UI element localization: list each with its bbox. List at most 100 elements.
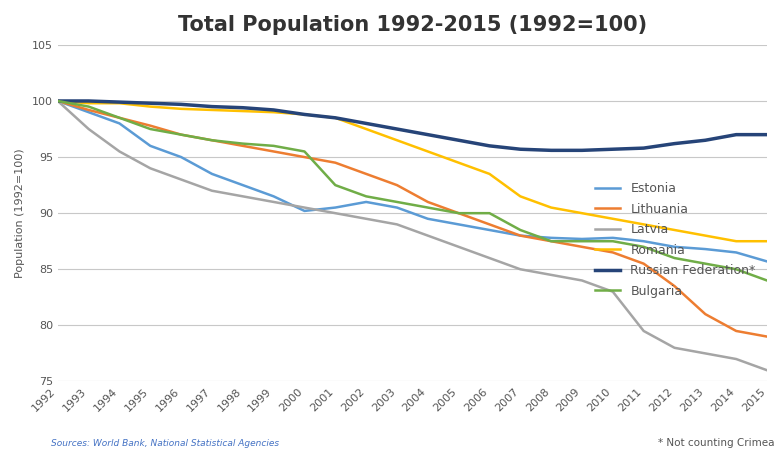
Russian Federation* (269, 107, 278, 113)
Estonia (300, 208, 309, 214)
Lithuania (639, 261, 648, 267)
Russian Federation* (53, 98, 63, 104)
Bulgaria (670, 255, 680, 261)
Romania (145, 104, 155, 109)
Bulgaria (145, 126, 155, 132)
Romania (762, 239, 772, 244)
Romania (207, 107, 217, 113)
Bulgaria (731, 267, 741, 272)
Estonia (485, 227, 494, 233)
Estonia (331, 205, 340, 210)
Line: Romania: Romania (58, 101, 767, 241)
Lithuania (177, 132, 186, 138)
Legend: Estonia, Lithuania, Latvia, Romania, Russian Federation*, Bulgaria: Estonia, Lithuania, Latvia, Romania, Rus… (590, 177, 761, 303)
Russian Federation* (577, 147, 586, 153)
Lithuania (53, 98, 63, 104)
Russian Federation* (115, 99, 124, 105)
Bulgaria (577, 239, 586, 244)
Romania (331, 115, 340, 120)
Lithuania (239, 143, 248, 148)
Estonia (177, 154, 186, 160)
Estonia (670, 244, 680, 249)
Romania (454, 160, 464, 166)
Estonia (207, 171, 217, 177)
Lithuania (145, 123, 155, 129)
Estonia (269, 193, 278, 199)
Romania (608, 216, 618, 221)
Lithuania (485, 222, 494, 227)
Romania (269, 110, 278, 115)
Estonia (731, 250, 741, 255)
Latvia (454, 244, 464, 249)
Latvia (393, 222, 402, 227)
Lithuania (608, 250, 618, 255)
Line: Lithuania: Lithuania (58, 101, 767, 336)
Russian Federation* (608, 147, 618, 152)
Line: Latvia: Latvia (58, 101, 767, 370)
Estonia (239, 182, 248, 188)
Estonia (393, 205, 402, 210)
Romania (639, 222, 648, 227)
Bulgaria (331, 182, 340, 188)
Bulgaria (239, 141, 248, 146)
Lithuania (762, 334, 772, 339)
Russian Federation* (207, 104, 217, 109)
Title: Total Population 1992-2015 (1992=100): Total Population 1992-2015 (1992=100) (178, 15, 647, 35)
Bulgaria (84, 104, 93, 109)
Lithuania (84, 107, 93, 113)
Romania (485, 171, 494, 177)
Lithuania (731, 328, 741, 334)
Latvia (300, 205, 309, 210)
Russian Federation* (145, 101, 155, 106)
Lithuania (393, 182, 402, 188)
Russian Federation* (731, 132, 741, 138)
Lithuania (701, 312, 710, 317)
Russian Federation* (485, 143, 494, 148)
Lithuania (515, 233, 525, 238)
Estonia (361, 199, 371, 205)
Bulgaria (423, 205, 432, 210)
Russian Federation* (423, 132, 432, 138)
Russian Federation* (762, 132, 772, 138)
Lithuania (670, 283, 680, 289)
Bulgaria (701, 261, 710, 267)
Russian Federation* (239, 105, 248, 110)
Lithuania (300, 154, 309, 160)
Latvia (577, 278, 586, 283)
Latvia (53, 98, 63, 104)
Romania (731, 239, 741, 244)
Latvia (239, 193, 248, 199)
Latvia (547, 272, 556, 277)
Latvia (670, 345, 680, 350)
Russian Federation* (393, 126, 402, 132)
Bulgaria (393, 199, 402, 205)
Romania (515, 193, 525, 199)
Latvia (515, 267, 525, 272)
Y-axis label: Population (1992=100): Population (1992=100) (15, 148, 25, 278)
Estonia (115, 121, 124, 126)
Estonia (454, 222, 464, 227)
Latvia (485, 255, 494, 261)
Estonia (423, 216, 432, 221)
Romania (53, 98, 63, 104)
Bulgaria (608, 239, 618, 244)
Russian Federation* (670, 141, 680, 146)
Romania (670, 227, 680, 233)
Lithuania (269, 149, 278, 154)
Lithuania (577, 244, 586, 249)
Bulgaria (207, 138, 217, 143)
Bulgaria (361, 193, 371, 199)
Russian Federation* (547, 147, 556, 153)
Text: * Not counting Crimea: * Not counting Crimea (658, 438, 774, 448)
Latvia (115, 149, 124, 154)
Latvia (269, 199, 278, 205)
Estonia (701, 246, 710, 252)
Bulgaria (115, 115, 124, 120)
Russian Federation* (515, 147, 525, 152)
Romania (84, 101, 93, 106)
Lithuania (547, 239, 556, 244)
Latvia (701, 351, 710, 356)
Bulgaria (762, 278, 772, 283)
Romania (115, 101, 124, 106)
Latvia (762, 368, 772, 373)
